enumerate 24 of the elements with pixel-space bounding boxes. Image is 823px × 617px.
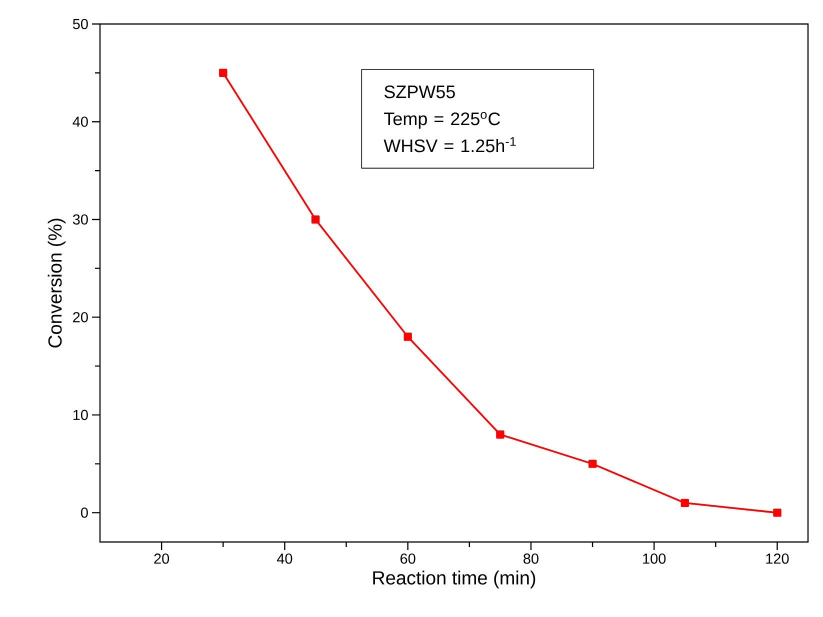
- y-tick-label: 0: [80, 508, 88, 518]
- point: [311, 215, 320, 224]
- y-tick-label: 40: [72, 116, 88, 127]
- point: [588, 460, 597, 468]
- point: [404, 332, 412, 341]
- x-tick-label: 100: [643, 554, 666, 564]
- y-tick-label: 20: [73, 312, 88, 322]
- x-tick-label: 80: [524, 554, 538, 564]
- annotation: SZPW55: [384, 85, 455, 98]
- y-axis-title: Conversion (%): [48, 218, 66, 348]
- point: [219, 68, 228, 77]
- x-tick-label: 60: [400, 554, 416, 564]
- x-tick-label: 40: [276, 554, 292, 564]
- y-tick-label: 50: [72, 18, 88, 30]
- annotation: Temp = 225$^{o}$C: [384, 112, 500, 129]
- point: [773, 508, 782, 517]
- x-axis-title: Reaction time (min): [373, 570, 536, 588]
- y-tick-label: 10: [73, 410, 88, 420]
- y-tick-label: 30: [72, 214, 88, 225]
- x-tick-label: 20: [154, 554, 170, 564]
- x-tick-label: 120: [766, 554, 789, 564]
- point: [496, 430, 504, 439]
- point: [680, 498, 689, 507]
- annotation: WHSV = 1.25h$^{-1}$: [384, 137, 516, 152]
